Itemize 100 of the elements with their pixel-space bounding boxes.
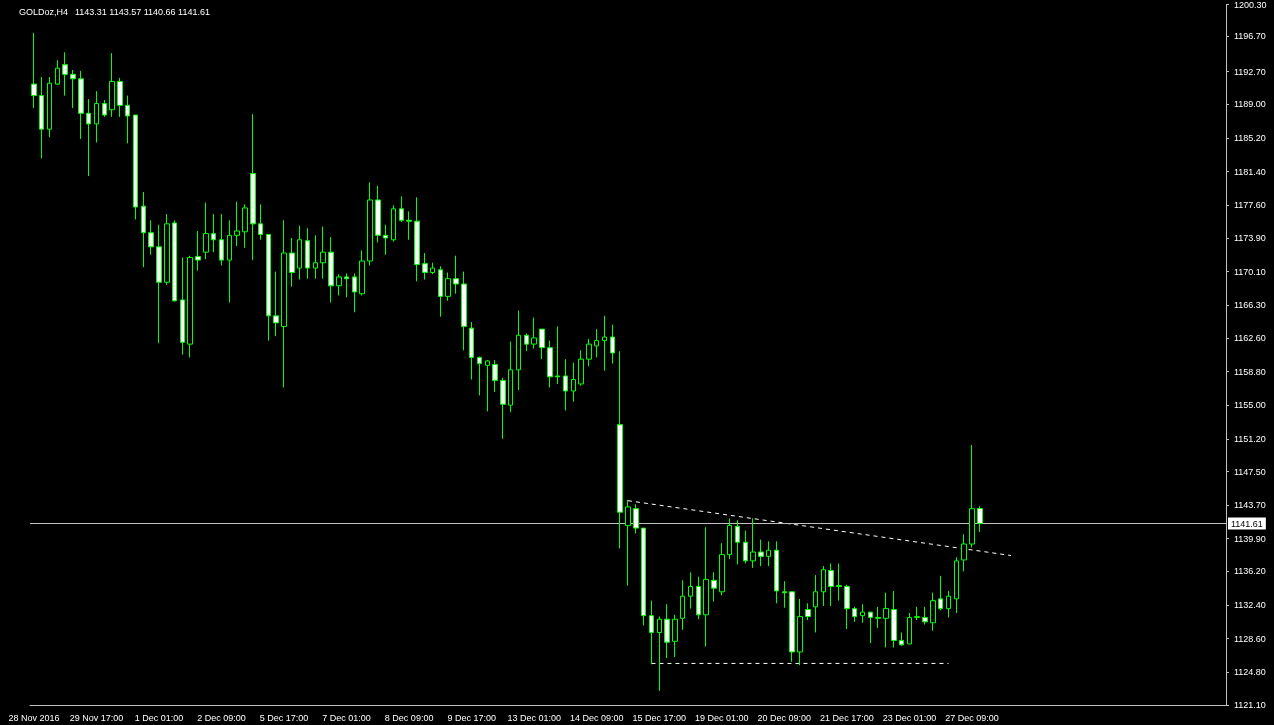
candlestick [62, 51, 68, 97]
y-tick-label: 1155.00 [1234, 400, 1266, 411]
candlestick [844, 584, 850, 630]
candlestick [219, 213, 224, 266]
y-tick-label: 1177.60 [1234, 200, 1266, 211]
candlestick [758, 539, 764, 567]
candlestick [664, 603, 670, 659]
candlestick [258, 203, 263, 241]
candlestick [602, 315, 607, 372]
candlestick [852, 606, 857, 623]
x-tick-label: 8 Dec 09:00 [384, 712, 434, 723]
candlestick [485, 359, 490, 412]
y-tick-label: 1139.90 [1234, 533, 1266, 544]
candlestick [821, 565, 826, 607]
candlestick [438, 265, 443, 318]
candlestick [391, 204, 396, 243]
candlestick [813, 574, 818, 633]
x-tick-label: 19 Dec 01:00 [695, 712, 749, 723]
candlestick [141, 191, 146, 268]
candlestick [696, 576, 701, 620]
candlestick [195, 230, 201, 272]
candlestick [94, 90, 99, 143]
candlestick [563, 358, 568, 411]
candlestick [422, 252, 428, 281]
candlestick [352, 272, 357, 313]
candlestick [938, 575, 943, 611]
candlestick [227, 219, 232, 304]
x-tick-label: 29 Nov 17:00 [69, 712, 124, 723]
x-tick-label: 1 Dec 01:00 [134, 712, 184, 723]
x-tick-label: 27 Dec 09:00 [945, 712, 999, 723]
chart-subtitle: 1143.31 1143.57 1140.66 1141.61 [75, 6, 210, 17]
ref-line-label: 1141.61 [1231, 518, 1263, 529]
candlestick [133, 114, 138, 220]
candlestick [578, 349, 584, 387]
candlestick [70, 69, 76, 109]
candlestick [148, 219, 154, 256]
candlestick [657, 616, 662, 692]
candlestick [688, 571, 693, 610]
candlestick [961, 533, 967, 572]
y-tick-label: 1124.80 [1234, 667, 1266, 678]
y-tick-label: 1173.90 [1234, 233, 1266, 243]
candlestick [703, 526, 709, 648]
candlestick [899, 631, 904, 647]
y-tick-label: 1200.30 [1234, 0, 1267, 10]
candlestick [641, 527, 646, 626]
candlestick [187, 255, 193, 358]
candlestick [367, 181, 373, 266]
y-tick-label: 1121.10 [1234, 700, 1266, 710]
candlestick [289, 237, 295, 288]
y-tick-label: 1181.40 [1234, 166, 1266, 177]
candlestick [617, 350, 623, 549]
candlestick [743, 530, 748, 564]
candlestick [297, 225, 302, 281]
candlestick [47, 76, 52, 138]
candlestick [625, 499, 631, 587]
candlestick [868, 611, 873, 644]
candlestick [836, 562, 842, 602]
candlestick [875, 606, 881, 629]
candlestick [336, 273, 342, 296]
candlestick [305, 227, 310, 280]
candlestick [539, 328, 545, 360]
candlestick [633, 503, 639, 534]
candlestick [883, 592, 889, 649]
y-tick-label: 1151.20 [1234, 433, 1266, 444]
candlestick [492, 359, 498, 393]
y-tick-label: 1132.40 [1234, 600, 1266, 611]
candlestick [109, 52, 115, 118]
candlestick [547, 340, 553, 388]
y-tick-label: 1147.50 [1234, 466, 1266, 477]
candlestick [750, 517, 756, 569]
candlestick [469, 321, 474, 381]
candlestick [320, 226, 326, 280]
candlestick [610, 324, 615, 365]
candlestick [711, 571, 717, 603]
chart-title: GOLDoz,H4 [19, 6, 69, 17]
candlestick [344, 272, 349, 298]
candlestick [805, 602, 811, 621]
candlestick [78, 70, 84, 140]
candlestick [125, 95, 130, 144]
candlestick [211, 213, 216, 253]
candlestick [719, 542, 725, 596]
candlestick [969, 444, 975, 549]
candlestick [55, 59, 60, 86]
candlestick [102, 99, 107, 118]
candlestick [273, 271, 279, 337]
x-tick-label: 28 Nov 2016 [8, 712, 60, 723]
candlestick [797, 598, 803, 666]
y-tick-label: 1196.70 [1234, 31, 1266, 42]
candlestick [117, 77, 123, 118]
candlestick [39, 76, 44, 159]
y-tick-label: 1166.30 [1234, 300, 1266, 311]
candlestick [680, 579, 685, 631]
candlestick [31, 32, 37, 109]
candlestick [461, 271, 467, 351]
candlestick [242, 203, 248, 249]
candlestick [250, 113, 256, 261]
x-tick-label: 21 Dec 17:00 [820, 712, 874, 723]
y-tick-label: 1158.80 [1234, 366, 1266, 377]
candlestick [313, 234, 318, 280]
candlestick [727, 517, 732, 560]
